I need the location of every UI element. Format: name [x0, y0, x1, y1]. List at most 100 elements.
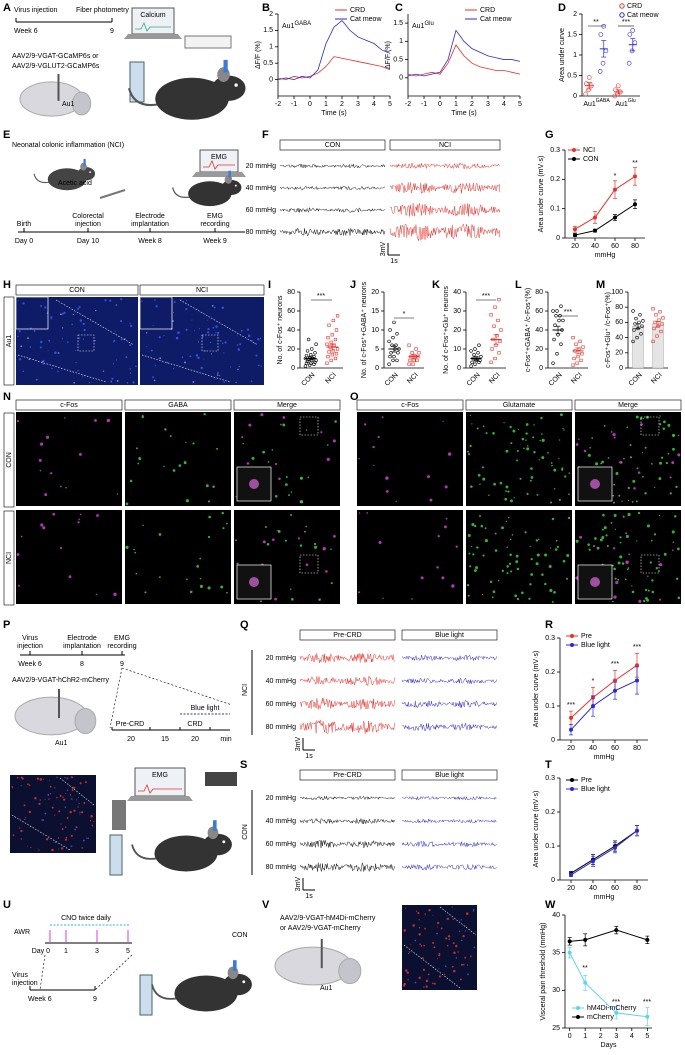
- cell: [408, 951, 411, 953]
- x-tick-label: NCI: [650, 372, 664, 386]
- cell: [468, 552, 471, 555]
- cell: [618, 494, 621, 497]
- cell: [82, 839, 85, 842]
- cell: [658, 514, 661, 517]
- label: 1s: [305, 753, 313, 760]
- header-box: [233, 399, 341, 411]
- label: V: [262, 899, 270, 911]
- y-tick-label: 0: [291, 365, 295, 372]
- cell: [515, 554, 519, 558]
- cell: [177, 331, 180, 334]
- data-point: [576, 354, 580, 359]
- data-point: [389, 351, 393, 355]
- cell: [70, 834, 73, 837]
- cell: [49, 792, 52, 795]
- category-label: Au1: [583, 101, 596, 108]
- cell: [63, 798, 66, 801]
- cell: [589, 446, 591, 449]
- cell: [70, 798, 73, 800]
- cell: [526, 492, 529, 495]
- cell: [218, 374, 221, 377]
- cell: [437, 958, 439, 960]
- y-tick-label: 80: [615, 304, 623, 311]
- y-tick-label: 0: [399, 75, 403, 82]
- cell: [470, 485, 473, 488]
- cell: [568, 493, 570, 495]
- data-point: [571, 363, 575, 367]
- cell: [259, 337, 262, 340]
- mouse-body: [188, 181, 232, 207]
- x-tick-label: 2: [340, 101, 344, 108]
- cell: [516, 567, 520, 571]
- data-point: [631, 309, 635, 313]
- y-tick-label: 25: [552, 1025, 560, 1032]
- cell: [186, 299, 188, 302]
- y-tick-label: 40: [453, 289, 461, 296]
- cell: [144, 591, 147, 594]
- y-tick-label: 35: [552, 950, 560, 957]
- data-point: [477, 360, 481, 364]
- marker: [573, 233, 577, 238]
- cell: [516, 449, 519, 452]
- cell: [115, 304, 117, 306]
- cell: [488, 494, 490, 496]
- cell: [325, 570, 328, 573]
- cell: [272, 538, 275, 541]
- cell: [241, 330, 243, 332]
- data-point: [334, 352, 339, 356]
- cell: [644, 492, 647, 495]
- y-axis-label: ΔF/F (%): [385, 41, 392, 69]
- data-point: [640, 324, 644, 328]
- cell: [615, 471, 619, 476]
- label: or AAV2/9-VGAT-mCherry: [280, 925, 361, 932]
- cell: [460, 939, 463, 942]
- cell: [623, 457, 625, 460]
- cell: [631, 500, 634, 503]
- label: Fiber photometry: [76, 7, 129, 14]
- pressure-box: [139, 974, 153, 1016]
- data-point: [499, 328, 503, 332]
- label: Merge: [277, 402, 297, 409]
- data-point: [554, 314, 558, 318]
- cell: [372, 445, 375, 449]
- label: NCI: [196, 287, 208, 294]
- cell: [509, 538, 512, 541]
- cell: [67, 341, 69, 343]
- cell: [74, 828, 77, 831]
- cell: [78, 518, 80, 521]
- cell: [629, 443, 632, 446]
- cell: [568, 472, 571, 474]
- cell: [612, 501, 615, 504]
- cell: [407, 952, 410, 955]
- marker: [583, 980, 588, 985]
- cell: [525, 423, 529, 426]
- cell: [79, 811, 81, 813]
- y-axis-label: Area under curve (mV·s): [538, 156, 545, 233]
- cell: [64, 806, 66, 809]
- cell: [436, 932, 438, 935]
- cell: [358, 458, 360, 460]
- cell: [451, 965, 454, 968]
- cell: [208, 515, 212, 519]
- data-point: [394, 343, 398, 347]
- cell: [42, 363, 45, 365]
- label: CON: [69, 287, 85, 294]
- cell: [583, 449, 587, 453]
- y-tick-label: 2: [269, 11, 273, 18]
- label: AAV2/9-VGAT-GCaMP6s or: [12, 53, 99, 60]
- label: Pre-CRD: [116, 721, 144, 728]
- cell: [677, 596, 681, 600]
- significance: *: [614, 173, 617, 180]
- emg-trace: [280, 185, 386, 191]
- data-point: [416, 354, 420, 359]
- cell: [260, 413, 264, 417]
- cell: [363, 423, 367, 426]
- data-point: [615, 83, 621, 89]
- x-tick-label: -2: [275, 101, 281, 108]
- x-tick-label: 5: [518, 101, 522, 108]
- x-tick-label: 3: [356, 101, 360, 108]
- label: T: [545, 759, 552, 771]
- cell: [418, 927, 421, 929]
- series-line: [407, 29, 521, 77]
- cell: [415, 910, 418, 912]
